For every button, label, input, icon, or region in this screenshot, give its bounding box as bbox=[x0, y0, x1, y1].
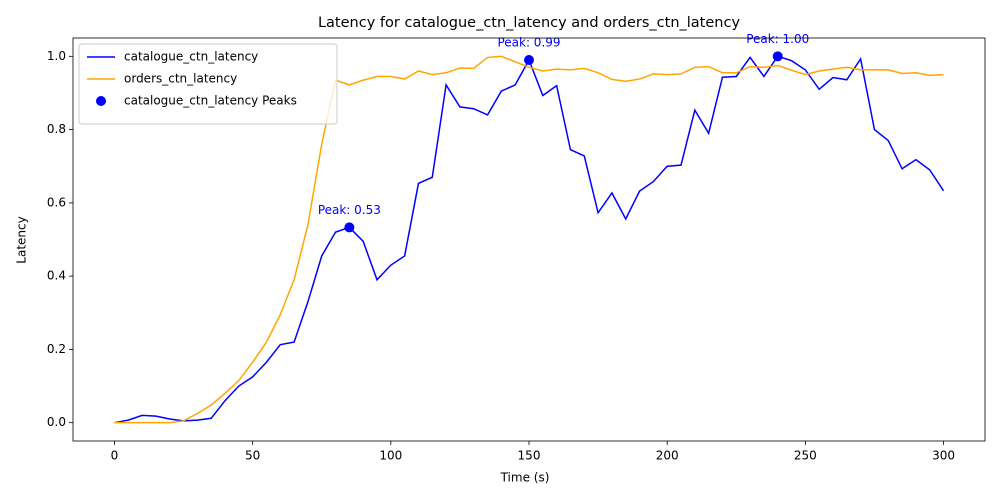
legend-label: catalogue_ctn_latency bbox=[124, 50, 258, 64]
peak-label: Peak: 0.99 bbox=[497, 35, 560, 49]
peak-label: Peak: 1.00 bbox=[746, 32, 809, 46]
x-tick-label: 0 bbox=[111, 449, 119, 463]
y-tick-label: 0.0 bbox=[47, 415, 66, 429]
legend-label: orders_ctn_latency bbox=[124, 72, 237, 86]
y-tick-label: 0.2 bbox=[47, 342, 66, 356]
peak-marker bbox=[344, 222, 355, 233]
y-axis-label: Latency bbox=[15, 216, 29, 263]
legend-frame bbox=[78, 43, 338, 125]
legend-label: catalogue_ctn_latency Peaks bbox=[124, 94, 297, 108]
x-tick-label: 250 bbox=[794, 449, 817, 463]
x-tick-label: 100 bbox=[379, 449, 402, 463]
y-tick-label: 0.8 bbox=[47, 122, 66, 136]
peak-label: Peak: 0.53 bbox=[318, 203, 381, 217]
x-tick-label: 150 bbox=[518, 449, 541, 463]
y-tick-label: 0.4 bbox=[47, 269, 66, 283]
peak-marker bbox=[772, 51, 783, 62]
plot-frame bbox=[72, 37, 986, 442]
x-tick-label: 300 bbox=[932, 449, 955, 463]
legend: catalogue_ctn_latency orders_ctn_latencyc… bbox=[78, 43, 338, 125]
x-tick-label: 50 bbox=[245, 449, 260, 463]
y-tick-label: 1.0 bbox=[47, 49, 66, 63]
x-axis-label: Time (s) bbox=[500, 471, 550, 485]
legend-marker bbox=[96, 96, 106, 106]
y-tick-label: 0.6 bbox=[47, 195, 66, 209]
peak-marker bbox=[524, 54, 534, 65]
series-line bbox=[114, 55, 944, 424]
chart-title: Latency for catalogue_ctn_latency and or… bbox=[318, 15, 740, 31]
x-tick-label: 200 bbox=[656, 449, 679, 463]
